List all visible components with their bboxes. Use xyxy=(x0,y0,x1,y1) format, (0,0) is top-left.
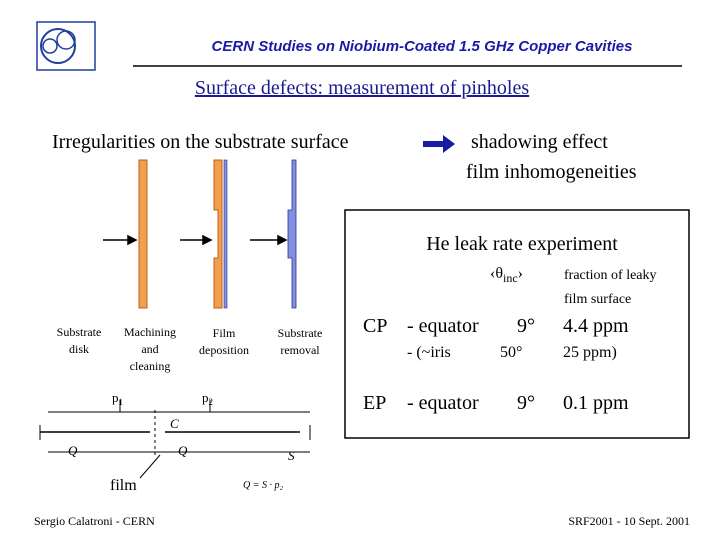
cell: 25 ppm) xyxy=(563,344,617,361)
fraction-header: film surface xyxy=(564,292,631,307)
box-title: He leak rate experiment xyxy=(426,233,618,255)
step: deposition xyxy=(199,343,249,357)
text-part: ‹θ xyxy=(490,265,503,282)
shape xyxy=(139,454,161,479)
cell: 9° xyxy=(517,392,535,414)
arrow xyxy=(423,135,455,153)
cell: 50° xyxy=(500,344,522,361)
conductance-label: C xyxy=(170,416,179,431)
shape xyxy=(127,234,138,246)
cell: EP xyxy=(363,392,386,414)
flow-label: Q xyxy=(178,443,188,458)
cell: - (~iris xyxy=(407,344,451,361)
circuit xyxy=(39,400,311,479)
step: cleaning xyxy=(130,359,171,373)
pressure-label: p1 xyxy=(112,390,123,407)
film-label: film xyxy=(110,477,137,494)
step: Machining xyxy=(124,325,176,339)
formula: Q = S · p₂ xyxy=(243,480,283,491)
step: and xyxy=(141,342,158,356)
subtitle: Surface defects: measurement of pinholes xyxy=(195,77,530,99)
text-part: p xyxy=(112,390,119,405)
logo xyxy=(56,30,76,50)
film xyxy=(287,159,297,309)
substrate xyxy=(213,159,223,309)
footer-right: SRF2001 - 10 Sept. 2001 xyxy=(568,514,690,528)
cell: 0.1 ppm xyxy=(563,392,629,414)
cell: - equator xyxy=(407,392,479,414)
fraction-header: fraction of leaky xyxy=(564,268,657,283)
cell: CP xyxy=(363,315,387,337)
step: Substrate xyxy=(57,325,102,339)
cell: 4.4 ppm xyxy=(563,315,629,337)
step: Substrate xyxy=(278,326,323,340)
steps: Substrate disk Machining and cleaning Fi… xyxy=(57,325,323,373)
logo-frame xyxy=(36,21,96,71)
cell: 9° xyxy=(517,315,535,337)
text-part: inc xyxy=(503,271,518,285)
rows: CP - equator 9° 4.4 ppm - (~iris 50° 25 … xyxy=(363,315,629,414)
flow-label: Q xyxy=(68,443,78,458)
step: disk xyxy=(69,342,89,356)
cell: - equator xyxy=(407,315,479,337)
film xyxy=(223,159,228,309)
footer-left: Sergio Calatroni - CERN xyxy=(34,514,155,528)
intro-right: shadowing effect xyxy=(471,131,608,153)
arrows xyxy=(103,234,288,246)
title: CERN Studies on Niobium-Coated 1.5 GHz C… xyxy=(212,38,633,55)
step: Film xyxy=(213,326,236,340)
intro-right: film inhomogeneities xyxy=(466,161,637,183)
text-part: p xyxy=(202,390,209,405)
step: removal xyxy=(280,343,320,357)
shape xyxy=(48,411,310,453)
shape xyxy=(202,234,213,246)
angle-header: ‹θinc› xyxy=(490,265,523,285)
text-part: › xyxy=(518,265,523,282)
speed-label: S xyxy=(288,448,295,463)
substrate xyxy=(138,159,148,309)
logo xyxy=(40,28,76,64)
intro-left: Irregularities on the substrate surface xyxy=(52,131,349,153)
pressure-label: p2 xyxy=(202,390,213,407)
result-box xyxy=(344,209,690,439)
text-part: 1 xyxy=(119,397,124,407)
shape xyxy=(277,234,288,246)
logo xyxy=(42,38,58,54)
text-part: 2 xyxy=(209,397,214,407)
